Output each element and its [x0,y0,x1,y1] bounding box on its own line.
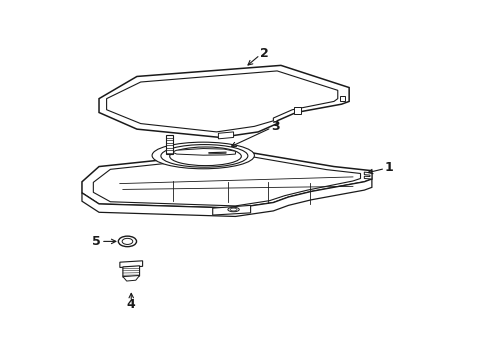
Bar [165,135,172,154]
Text: 2: 2 [259,47,268,60]
Text: 1: 1 [384,161,392,174]
Ellipse shape [118,236,136,247]
Polygon shape [120,261,142,267]
Polygon shape [212,205,250,215]
Bar [294,107,301,114]
Ellipse shape [227,207,239,212]
Ellipse shape [152,142,254,169]
Polygon shape [99,66,348,138]
Text: 3: 3 [270,120,279,133]
Text: 5: 5 [91,235,100,248]
Polygon shape [82,179,371,216]
Ellipse shape [122,238,132,244]
Polygon shape [173,149,235,155]
Polygon shape [82,151,371,208]
Polygon shape [364,172,371,179]
Polygon shape [93,155,360,206]
Polygon shape [218,132,233,139]
Bar [339,96,344,102]
Ellipse shape [230,208,237,211]
Polygon shape [106,71,337,132]
Ellipse shape [169,147,241,166]
Text: 4: 4 [126,298,135,311]
Ellipse shape [161,145,247,167]
Polygon shape [122,275,139,281]
Polygon shape [122,266,139,277]
